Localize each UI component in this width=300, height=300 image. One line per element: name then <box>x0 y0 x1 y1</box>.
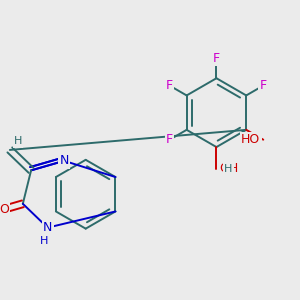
Text: OH: OH <box>219 162 238 175</box>
Text: H: H <box>224 164 232 174</box>
Text: H: H <box>14 136 22 146</box>
Text: F: F <box>166 79 173 92</box>
Text: HO: HO <box>241 133 260 146</box>
Text: O: O <box>0 203 9 216</box>
Text: F: F <box>213 52 220 65</box>
Text: H: H <box>40 236 49 246</box>
Text: N: N <box>59 154 69 167</box>
Text: F: F <box>166 133 173 146</box>
Text: F: F <box>260 79 267 92</box>
Text: N: N <box>43 221 52 234</box>
